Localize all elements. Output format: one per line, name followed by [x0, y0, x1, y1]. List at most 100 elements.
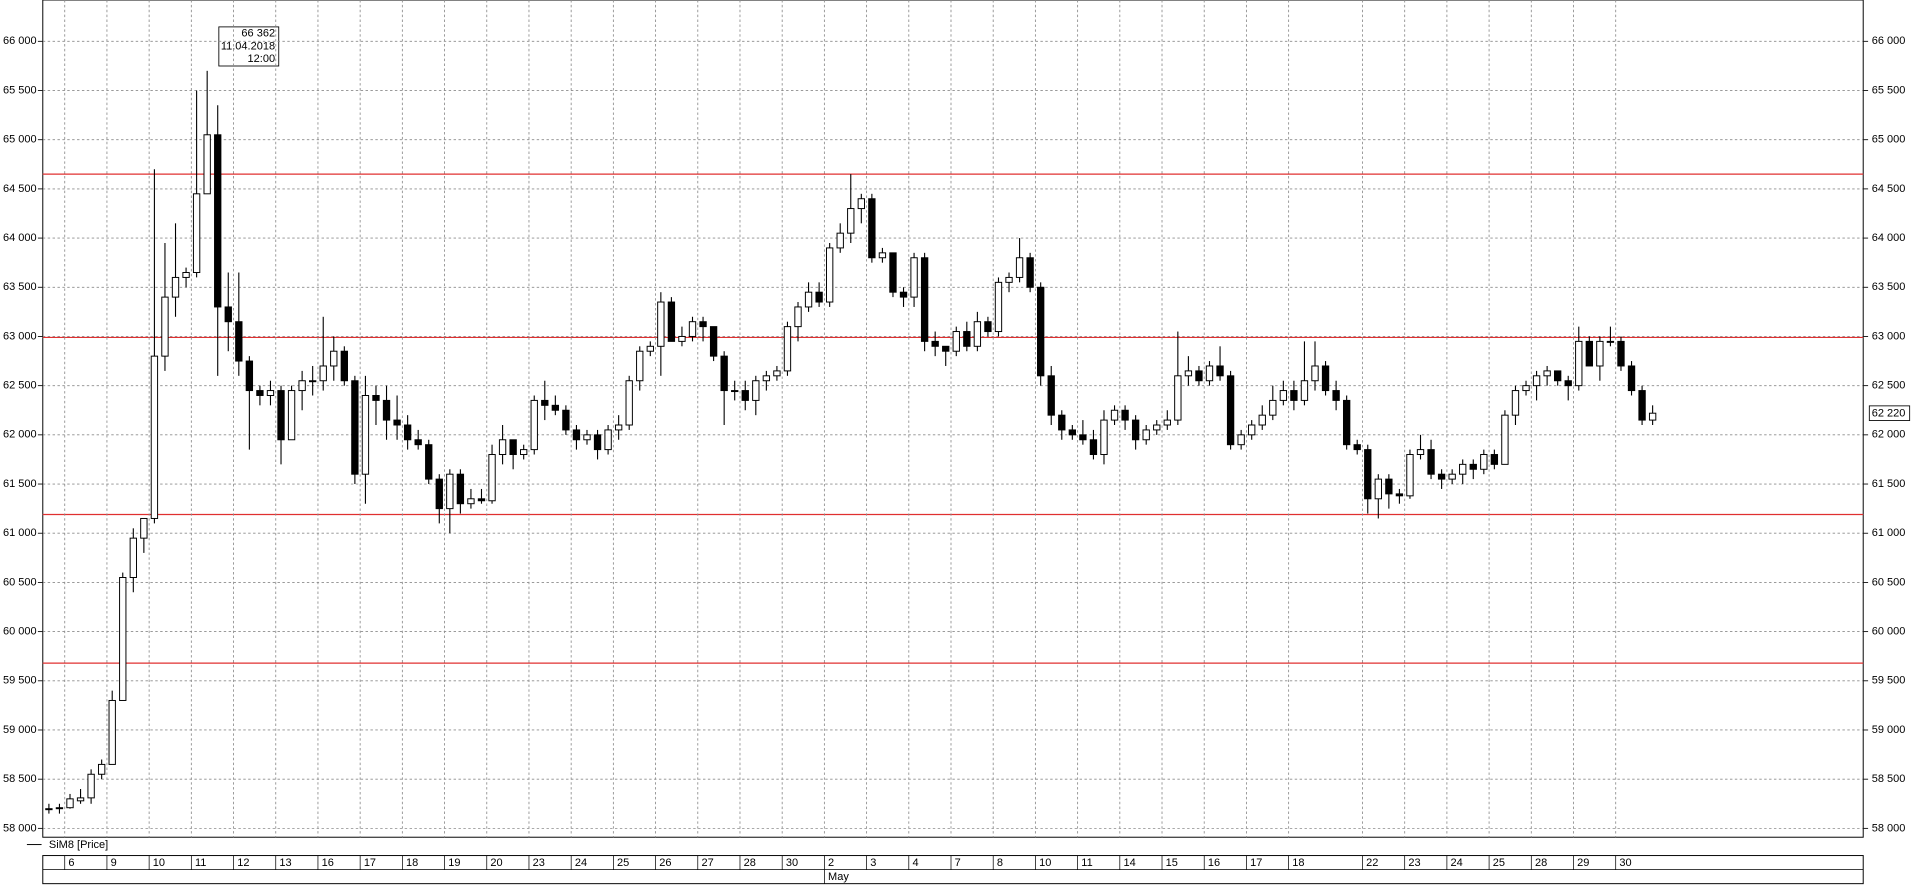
- candle-body: [731, 390, 739, 393]
- candle-body: [1511, 390, 1520, 416]
- candle-body: [678, 335, 686, 342]
- y2-tick-label: 66 000: [1872, 35, 1906, 47]
- x-tick-label: 18: [406, 857, 418, 869]
- y-tick-label: 61 500: [3, 478, 37, 490]
- annotation-box: [218, 26, 280, 67]
- candle-body: [1406, 454, 1414, 497]
- candle-body: [1554, 370, 1562, 382]
- candle-body: [994, 281, 1003, 333]
- candle-body: [1216, 365, 1224, 377]
- candle-body: [203, 134, 211, 195]
- candle-body: [973, 321, 982, 347]
- candle-body: [1068, 429, 1077, 436]
- candle-body: [783, 326, 792, 372]
- candle-body: [1184, 370, 1193, 377]
- candle-body: [1005, 276, 1013, 283]
- y2-tick-label: 61 000: [1872, 527, 1906, 539]
- candle-body: [541, 399, 549, 406]
- candle-body: [256, 390, 264, 396]
- candle-body: [931, 340, 939, 347]
- annotation-line: 11.04.2018: [221, 40, 275, 52]
- candle-body: [161, 296, 169, 357]
- candle-body: [1342, 399, 1351, 446]
- candle-body: [572, 429, 581, 441]
- candle-body: [171, 276, 180, 298]
- candle-body: [277, 390, 285, 441]
- x-tick-label: 7: [955, 857, 961, 869]
- x-tick-label: 30: [786, 857, 798, 869]
- candle-body: [319, 365, 327, 382]
- last-price-box: [1868, 405, 1911, 421]
- candle-body: [477, 498, 486, 502]
- candle-body: [498, 439, 507, 456]
- annotation-line: 12:00: [248, 53, 276, 65]
- candle-body: [1469, 463, 1477, 470]
- candle-body: [1290, 390, 1298, 401]
- x-tick-label: 24: [1451, 857, 1463, 869]
- candle-body: [224, 306, 232, 323]
- x-tick-label: 10: [153, 857, 165, 869]
- candle-body: [76, 797, 85, 802]
- candle-body: [1585, 340, 1593, 367]
- candle-body: [530, 399, 538, 451]
- x-tick-label: 16: [1208, 857, 1220, 869]
- candle-body: [1385, 478, 1393, 495]
- candle-body: [309, 380, 317, 383]
- x-tick-label: 18: [1292, 857, 1304, 869]
- candle-body: [1153, 424, 1161, 431]
- last-price-label: 62 220: [1872, 408, 1906, 420]
- candle-body: [551, 404, 560, 411]
- y-tick-label: 62 000: [3, 429, 37, 441]
- y-tick-label: 59 000: [3, 724, 37, 736]
- candle-body: [815, 291, 823, 303]
- candle-body: [182, 272, 190, 278]
- y2-tick-label: 64 000: [1872, 232, 1906, 244]
- candle-body: [372, 395, 380, 401]
- candle-body: [804, 291, 813, 308]
- candle-body: [340, 350, 348, 382]
- candle-body: [97, 763, 106, 775]
- candle-body: [1480, 454, 1488, 470]
- candle-body: [435, 478, 443, 510]
- candle-body: [509, 439, 517, 456]
- y2-tick-label: 63 500: [1872, 281, 1906, 293]
- x-tick-label: 11: [195, 857, 206, 869]
- candle-body: [1501, 414, 1509, 465]
- x-tick-label: 10: [1039, 857, 1051, 869]
- y-tick-label: 63 000: [3, 330, 37, 342]
- candle-body: [1089, 439, 1098, 456]
- candle-body: [245, 360, 254, 392]
- candle-body: [1596, 340, 1604, 367]
- candle-body: [403, 424, 412, 441]
- x-tick-label: 23: [533, 857, 545, 869]
- y2-tick-label: 63 000: [1872, 330, 1906, 342]
- candle-body: [1332, 390, 1340, 401]
- candle-body: [1026, 257, 1034, 288]
- candle-body: [1564, 380, 1572, 387]
- candle-body: [1195, 370, 1203, 382]
- candle-body: [889, 252, 897, 293]
- x-tick-label: 8: [997, 857, 1003, 869]
- candle-body: [604, 429, 612, 451]
- x-tick-label: 22: [1366, 857, 1378, 869]
- y2-tick-label: 65 500: [1872, 84, 1906, 96]
- candle-body: [646, 345, 654, 352]
- candle-body: [1416, 449, 1425, 456]
- legend-label: SiM8 [Price]: [49, 839, 108, 851]
- candle-body: [1015, 257, 1024, 278]
- x-tick-label: 12: [237, 857, 249, 869]
- x-tick-label: 11: [1081, 857, 1092, 869]
- candle-body: [1606, 340, 1615, 343]
- y2-tick-label: 61 500: [1872, 478, 1906, 490]
- candle-body: [836, 232, 844, 249]
- y2-tick-label: 60 500: [1872, 576, 1906, 588]
- candle-body: [1437, 473, 1446, 480]
- x-tick-label: 17: [364, 857, 376, 869]
- candle-body: [1448, 473, 1456, 480]
- x-tick-label: 14: [1123, 857, 1135, 869]
- candle-body: [1627, 365, 1636, 392]
- candle-body: [794, 306, 802, 328]
- y2-tick-label: 65 000: [1872, 134, 1906, 146]
- y-tick-label: 59 500: [3, 675, 37, 687]
